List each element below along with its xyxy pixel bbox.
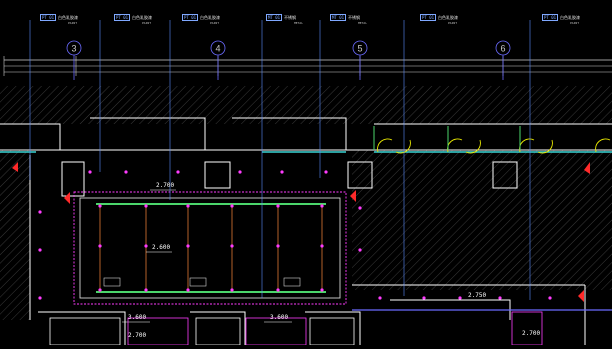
downlight-icon xyxy=(324,170,328,174)
downlight-icon xyxy=(358,206,362,210)
callout-code: PT 01 xyxy=(114,14,131,21)
downlight-icon xyxy=(498,296,502,300)
downlight-icon xyxy=(320,288,324,292)
downlight-icon xyxy=(124,170,128,174)
callout-code: PT 01 xyxy=(182,14,199,21)
downlight-icon xyxy=(422,296,426,300)
bottom-rooms xyxy=(49,317,355,346)
level-label-center: 2.600 xyxy=(152,244,171,251)
downlight-icon xyxy=(98,204,102,208)
door-swings xyxy=(377,138,611,154)
axis-bubble-6 xyxy=(495,40,511,56)
wall-hatch-right xyxy=(352,150,612,290)
downlight-icon xyxy=(276,288,280,292)
downlight-icon xyxy=(230,204,234,208)
level-label-bottom-right: 2.700 xyxy=(522,330,541,337)
callout-4: MT 01 不锈钢 METAL xyxy=(266,14,303,25)
downlight-icon xyxy=(144,288,148,292)
callout-2: PT 01 白色乳胶漆 PAINT xyxy=(114,14,153,25)
downlight-icon xyxy=(186,288,190,292)
callout-sub: PAINT xyxy=(570,21,580,25)
callout-3: PT 01 白色乳胶漆 PAINT xyxy=(182,14,221,25)
wall-outlines xyxy=(0,117,612,345)
axis-label-6: 6 xyxy=(500,44,505,54)
callout-7: PT 01 白色乳胶漆 PAINT xyxy=(542,14,581,25)
callout-text: 白色乳胶漆 xyxy=(438,15,459,20)
downlight-icon xyxy=(38,210,42,214)
downlight-icon xyxy=(238,170,242,174)
axis-bubble-4 xyxy=(210,40,226,56)
downlight-icon xyxy=(98,244,102,248)
callout-sub: PAINT xyxy=(210,21,220,25)
level-label-bottom-small: 2.700 xyxy=(128,332,147,339)
callout-text: 不锈钢 xyxy=(348,15,361,20)
callout-code: PT 01 xyxy=(542,14,559,21)
downlight-icon xyxy=(378,296,382,300)
downlight-icon xyxy=(186,204,190,208)
axis-label-3: 3 xyxy=(71,44,76,54)
downlight-icon xyxy=(358,248,362,252)
callout-code: PT 01 xyxy=(420,14,437,21)
downlight-icon xyxy=(230,288,234,292)
downlight-icon xyxy=(98,288,102,292)
downlight-icon xyxy=(38,248,42,252)
axis-bubble-5 xyxy=(352,40,368,56)
downlights xyxy=(38,170,552,300)
downlight-icon xyxy=(320,204,324,208)
axis-label-4: 4 xyxy=(215,44,220,54)
red-markers xyxy=(12,162,590,302)
wall-hatch-left xyxy=(0,150,30,320)
downlight-icon xyxy=(276,244,280,248)
callout-6: PT 01 白色乳胶漆 PAINT xyxy=(420,14,459,25)
callout-text: 白色乳胶漆 xyxy=(200,15,221,20)
downlight-icon xyxy=(320,244,324,248)
downlight-icon xyxy=(88,170,92,174)
level-label-right: 2.750 xyxy=(468,292,487,299)
callout-code: MT 01 xyxy=(330,14,347,21)
callout-sub: METAL xyxy=(358,21,368,25)
downlight-icon xyxy=(458,296,462,300)
callout-sub: PAINT xyxy=(68,21,78,25)
downlight-icon xyxy=(230,244,234,248)
downlight-icon xyxy=(276,204,280,208)
axis-label-5: 5 xyxy=(357,44,362,54)
downlight-icon xyxy=(144,204,148,208)
callout-1: PT 01 白色乳胶漆 PAINT xyxy=(40,14,79,25)
downlight-icon xyxy=(548,296,552,300)
callout-text: 白色乳胶漆 xyxy=(560,15,581,20)
level-label-ceiling: 2.700 xyxy=(156,182,175,189)
downlight-icon xyxy=(186,244,190,248)
callout-text: 白色乳胶漆 xyxy=(58,15,79,20)
callout-5: MT 01 不锈钢 METAL xyxy=(330,14,367,25)
callout-code: PT 01 xyxy=(40,14,57,21)
callout-text: 白色乳胶漆 xyxy=(132,15,153,20)
downlight-icon xyxy=(38,296,42,300)
callout-sub: METAL xyxy=(294,21,304,25)
callout-sub: PAINT xyxy=(448,21,458,25)
ceiling-frame xyxy=(73,191,347,305)
callout-text: 不锈钢 xyxy=(284,15,297,20)
level-label-bottom-mid: 3.600 xyxy=(270,314,289,321)
axis-bubble-3 xyxy=(66,40,82,56)
downlight-icon xyxy=(144,244,148,248)
callout-code: MT 01 xyxy=(266,14,283,21)
downlight-icon xyxy=(176,170,180,174)
callout-sub: PAINT xyxy=(142,21,152,25)
downlight-icon xyxy=(280,170,284,174)
level-label-bottom-left: 3.600 xyxy=(128,314,147,321)
